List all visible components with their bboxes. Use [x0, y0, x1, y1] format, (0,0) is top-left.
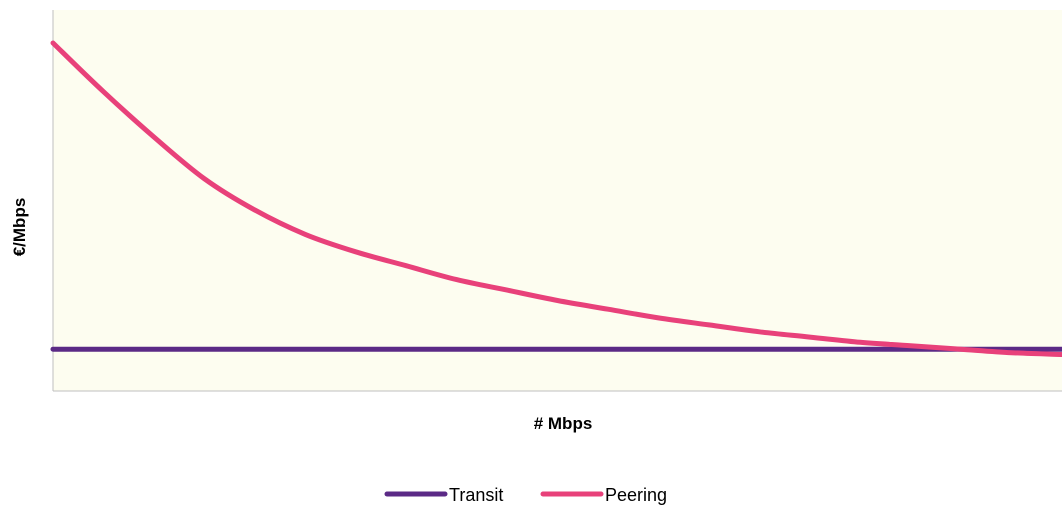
- series-layer: [50, 40, 1062, 357]
- y-axis-title: €/Mbps: [10, 198, 29, 257]
- series-line-peering: [50, 40, 1062, 357]
- x-axis-title: # Mbps: [534, 414, 593, 433]
- legend: Transit Peering: [384, 485, 667, 505]
- plot-area: [53, 10, 1062, 391]
- legend-label-peering: Peering: [605, 485, 667, 505]
- legend-label-transit: Transit: [449, 485, 503, 505]
